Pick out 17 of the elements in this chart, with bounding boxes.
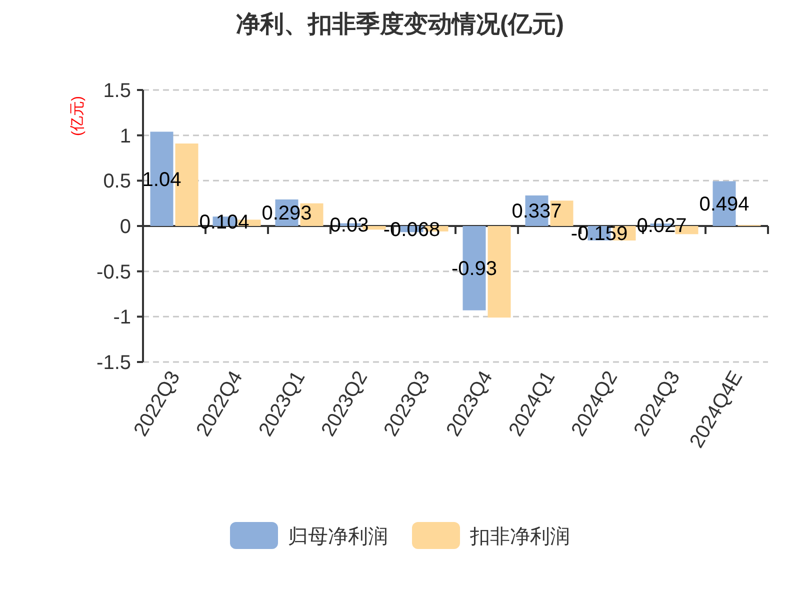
legend-label: 扣非净利润 — [469, 526, 570, 548]
data-label: 0.337 — [512, 200, 562, 223]
data-label: -0.159 — [570, 223, 628, 246]
y-tick-label: -1 — [113, 306, 131, 329]
legend-label: 归母净利润 — [288, 526, 388, 548]
y-tick-label: 0.5 — [103, 170, 131, 193]
y-tick-label: 1.5 — [103, 80, 131, 102]
y-axis-title: (亿元) — [69, 96, 86, 136]
data-label: -0.068 — [383, 219, 440, 242]
chart-title: 净利、扣非季度变动情况(亿元) — [236, 11, 564, 38]
y-tick-label: -1.5 — [96, 352, 131, 374]
data-label: -0.93 — [451, 258, 498, 280]
data-label: 0.293 — [262, 202, 312, 225]
y-tick-label: 0 — [120, 216, 131, 238]
y-tick-label: 1 — [120, 125, 131, 148]
y-tick-label: -0.5 — [96, 261, 131, 284]
data-label: 0.494 — [699, 194, 750, 216]
